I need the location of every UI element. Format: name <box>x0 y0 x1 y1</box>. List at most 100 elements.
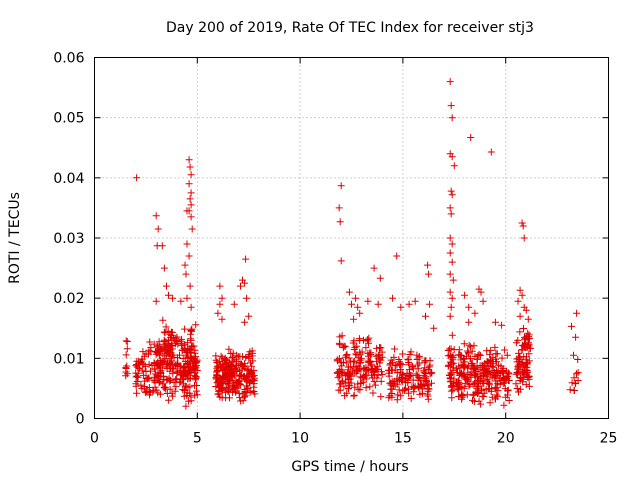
data-point <box>165 291 172 299</box>
data-point <box>235 389 243 397</box>
data-point <box>393 252 401 260</box>
data-point <box>514 297 522 305</box>
data-point <box>239 397 247 405</box>
data-point <box>144 374 152 382</box>
data-point <box>192 375 200 382</box>
data-point <box>123 370 131 378</box>
data-point <box>122 337 130 345</box>
data-point <box>503 367 511 375</box>
data-point <box>477 288 485 296</box>
data-point <box>479 297 487 305</box>
plot-frame <box>94 57 609 419</box>
data-point <box>373 344 381 352</box>
data-point <box>460 371 468 379</box>
data-point <box>179 380 187 388</box>
data-point <box>446 249 454 257</box>
data-point <box>495 374 503 382</box>
data-point <box>181 261 189 269</box>
data-point <box>186 282 194 290</box>
data-point <box>477 400 485 408</box>
data-point <box>172 376 180 384</box>
data-point <box>425 270 433 278</box>
data-point <box>335 355 343 362</box>
data-point <box>192 353 199 361</box>
data-point <box>519 342 527 350</box>
data-point <box>226 394 233 402</box>
data-point <box>241 318 249 326</box>
data-point <box>473 383 481 391</box>
data-point <box>448 153 456 161</box>
data-point <box>412 370 420 378</box>
data-point <box>158 242 166 250</box>
y-tick-label: 0.04 <box>53 171 84 187</box>
data-point <box>155 346 163 354</box>
data-point <box>387 356 395 364</box>
data-point <box>137 381 145 389</box>
data-point <box>570 374 578 382</box>
data-point <box>415 384 423 392</box>
data-point <box>339 368 347 376</box>
data-point <box>345 384 352 392</box>
data-point <box>187 393 195 401</box>
data-point <box>515 349 523 357</box>
data-point <box>522 381 530 389</box>
data-point <box>156 369 164 377</box>
data-point <box>137 357 145 365</box>
data-point <box>172 383 180 391</box>
data-point <box>146 338 154 346</box>
data-point <box>170 379 178 386</box>
data-point <box>140 371 148 379</box>
data-point <box>377 393 385 401</box>
data-point <box>186 389 194 397</box>
data-point <box>477 374 485 382</box>
data-point <box>570 387 578 394</box>
data-point <box>447 187 455 195</box>
data-point <box>525 350 533 358</box>
data-point <box>422 312 429 320</box>
data-point <box>251 390 259 398</box>
data-point <box>479 362 487 370</box>
data-point <box>216 282 224 290</box>
data-point <box>481 369 489 376</box>
data-point <box>154 225 162 233</box>
data-point <box>376 274 384 282</box>
data-point <box>185 207 193 215</box>
data-point <box>512 380 520 388</box>
data-point <box>334 374 342 382</box>
data-point <box>172 360 180 368</box>
data-point <box>151 377 159 385</box>
data-point <box>513 385 521 392</box>
data-point <box>521 336 528 344</box>
data-point <box>168 345 176 353</box>
data-point <box>389 294 397 302</box>
data-point <box>216 300 224 308</box>
data-point <box>471 309 479 317</box>
data-point <box>405 373 413 380</box>
data-point <box>371 381 379 389</box>
data-point <box>448 382 456 389</box>
data-point <box>233 358 240 366</box>
data-point <box>399 350 407 358</box>
data-point <box>214 363 222 371</box>
data-point <box>346 381 353 389</box>
data-point <box>448 258 456 266</box>
data-point <box>225 345 233 353</box>
data-point <box>169 365 177 373</box>
data-point <box>337 380 344 388</box>
data-point <box>397 392 405 400</box>
data-point <box>181 325 189 333</box>
data-point <box>216 393 224 401</box>
data-point <box>419 389 426 397</box>
data-point <box>390 379 398 387</box>
data-point <box>525 340 533 348</box>
data-point <box>413 372 421 380</box>
data-point <box>145 360 153 368</box>
data-point <box>165 396 173 404</box>
data-point <box>242 354 250 362</box>
data-point <box>160 264 168 272</box>
data-point <box>219 360 227 368</box>
data-point <box>340 342 348 350</box>
data-point <box>445 361 453 369</box>
data-point <box>224 384 232 392</box>
data-point <box>185 252 193 260</box>
